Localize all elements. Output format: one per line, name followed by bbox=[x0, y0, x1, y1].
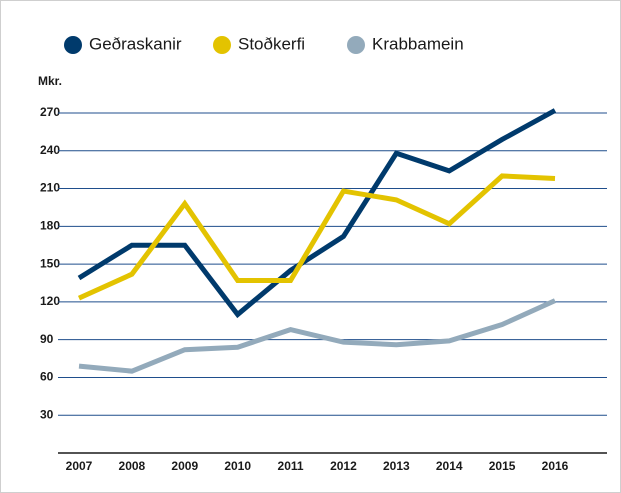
x-tick-label: 2012 bbox=[330, 459, 357, 473]
x-tick-label: 2010 bbox=[224, 459, 251, 473]
x-tick-label: 2014 bbox=[436, 459, 463, 473]
line bbox=[77, 173, 556, 301]
y-tick-label: 150 bbox=[40, 256, 60, 270]
x-tick-label: 2007 bbox=[66, 459, 93, 473]
x-tick-label: 2013 bbox=[383, 459, 410, 473]
x-tick-label: 2009 bbox=[171, 459, 198, 473]
legend-marker bbox=[64, 36, 82, 54]
line bbox=[77, 108, 557, 319]
legend-marker bbox=[213, 36, 231, 54]
legend-marker bbox=[347, 36, 365, 54]
y-tick-label: 60 bbox=[40, 370, 54, 384]
legend-label: Krabbamein bbox=[372, 34, 464, 53]
x-tick-label: 2008 bbox=[119, 459, 146, 473]
legend-label: Stoðkerfi bbox=[238, 34, 305, 53]
x-tick-label: 2015 bbox=[489, 459, 516, 473]
y-axis-label: Mkr. bbox=[38, 74, 62, 88]
y-tick-label: 120 bbox=[40, 294, 60, 308]
line bbox=[78, 298, 557, 374]
x-tick-label: 2016 bbox=[542, 459, 569, 473]
y-tick-label: 210 bbox=[40, 181, 60, 195]
legend-label: Geðraskanir bbox=[89, 34, 182, 53]
y-tick-label: 180 bbox=[40, 219, 60, 233]
y-tick-label: 240 bbox=[40, 143, 60, 157]
x-tick-label: 2011 bbox=[278, 459, 304, 473]
y-tick-label: 90 bbox=[40, 332, 54, 346]
y-tick-label: 270 bbox=[40, 105, 60, 119]
y-tick-label: 30 bbox=[40, 407, 54, 421]
